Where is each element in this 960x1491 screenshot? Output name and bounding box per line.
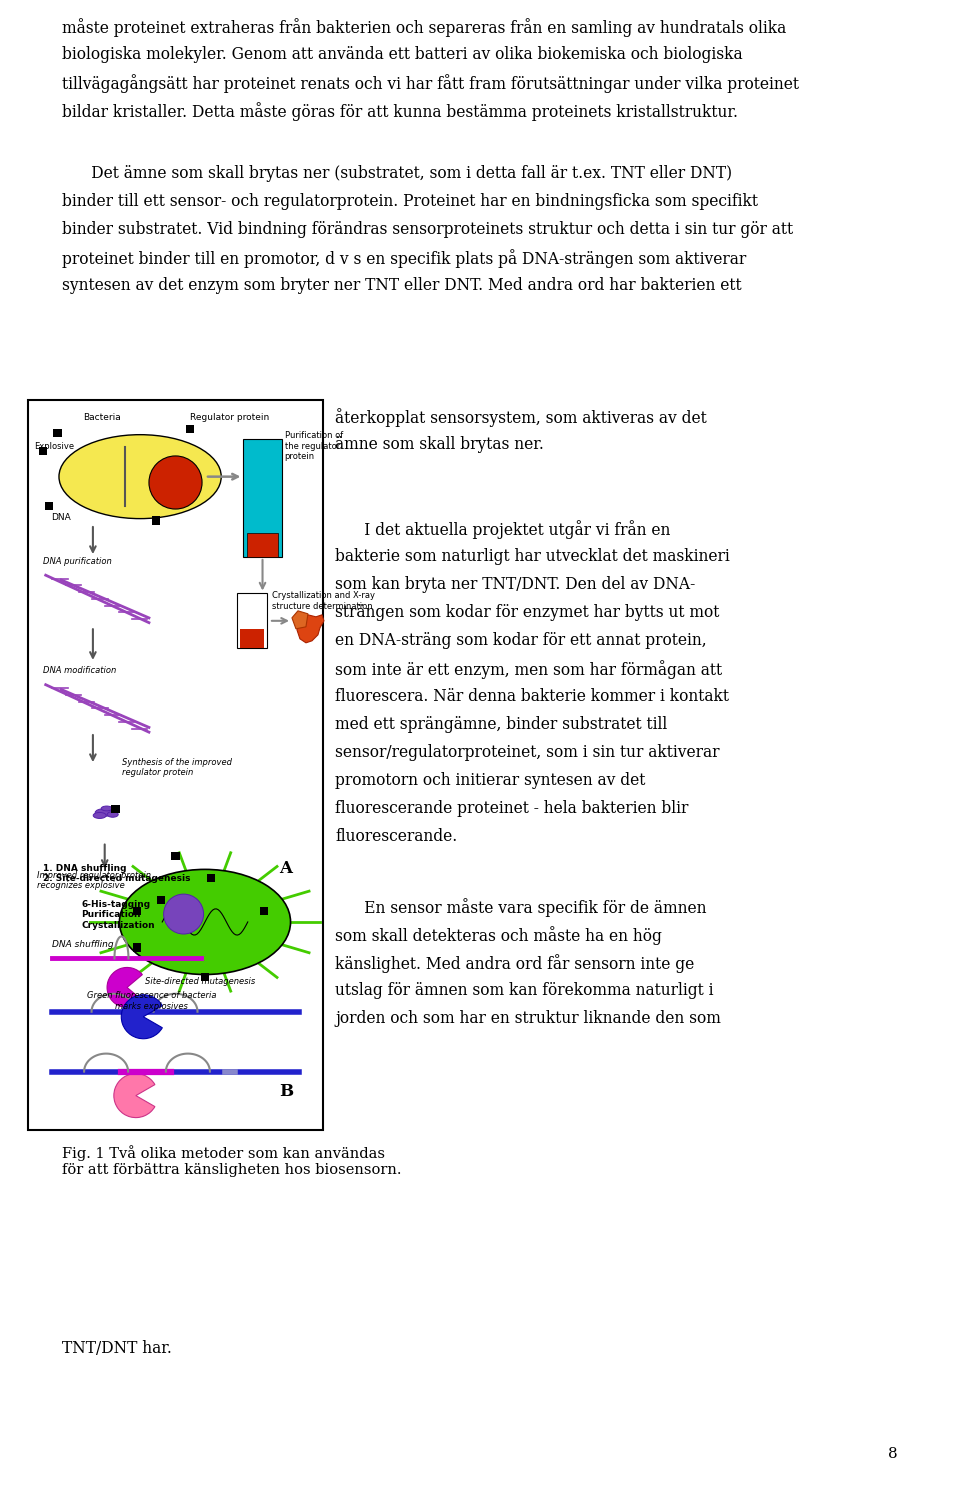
Bar [44,501,53,510]
Bar [172,853,180,860]
Circle shape [163,895,204,933]
Bar [153,516,160,525]
Text: Purification of
the regulator
protein: Purification of the regulator protein [285,431,343,461]
Text: DNA purification: DNA purification [43,558,111,567]
Text: biologiska molekyler. Genom att använda ett batteri av olika biokemiska och biol: biologiska molekyler. Genom att använda … [62,46,743,63]
Text: tillvägagångsätt har proteinet renats och vi har fått fram förutsättningar under: tillvägagångsätt har proteinet renats oc… [62,75,799,92]
Text: Improved regulator protein
recognizes explosive: Improved regulator protein recognizes ex… [36,871,151,890]
Text: ämne som skall brytas ner.: ämne som skall brytas ner. [335,435,544,453]
Bar [243,438,281,558]
Text: Explosive: Explosive [34,443,74,452]
Text: med ett sprängämne, binder substratet till: med ett sprängämne, binder substratet ti… [335,716,667,734]
Text: Bacteria: Bacteria [83,413,121,422]
Bar [260,907,268,915]
Text: fluorescerande proteinet - hela bakterien blir: fluorescerande proteinet - hela bakterie… [335,801,688,817]
Text: som inte är ett enzym, men som har förmågan att: som inte är ett enzym, men som har förmå… [335,661,722,678]
Text: A: A [278,860,292,877]
Text: En sensor måste vara specifik för de ämnen: En sensor måste vara specifik för de ämn… [335,898,707,917]
Text: strängen som kodar för enzymet har bytts ut mot: strängen som kodar för enzymet har bytts… [335,604,719,620]
Ellipse shape [108,811,118,817]
Text: 8: 8 [888,1446,898,1461]
Text: återkopplat sensorsystem, som aktiveras av det: återkopplat sensorsystem, som aktiveras … [335,409,707,426]
Bar [237,593,267,649]
Text: 1. DNA shuffling
2. Site-directed mutagenesis: 1. DNA shuffling 2. Site-directed mutage… [43,863,190,883]
Text: syntesen av det enzym som bryter ner TNT eller DNT. Med andra ord har bakterien : syntesen av det enzym som bryter ner TNT… [62,277,742,294]
Polygon shape [292,611,308,629]
Text: utslag för ämnen som kan förekomma naturligt i: utslag för ämnen som kan förekomma natur… [335,983,713,999]
Text: Green fluorescence of bacteria
marks explosives: Green fluorescence of bacteria marks exp… [87,992,217,1011]
Ellipse shape [119,869,291,975]
Bar [201,972,209,981]
Text: TNT/DNT har.: TNT/DNT har. [62,1340,172,1357]
Wedge shape [114,1074,155,1118]
Text: proteinet binder till en promotor, d v s en specifik plats på DNA-strängen som a: proteinet binder till en promotor, d v s… [62,249,746,268]
Bar [247,534,277,558]
Text: bildar kristaller. Detta måste göras för att kunna bestämma proteinets kristalls: bildar kristaller. Detta måste göras för… [62,101,738,121]
Text: DNA modification: DNA modification [43,666,116,675]
Text: Fig. 1 Två olika metoder som kan användas
för att förbättra känsligheten hos bio: Fig. 1 Två olika metoder som kan använda… [62,1145,401,1176]
Wedge shape [121,994,162,1039]
Polygon shape [297,614,324,643]
Bar [38,447,47,455]
Ellipse shape [95,808,114,816]
Text: promotorn och initierar syntesen av det: promotorn och initierar syntesen av det [335,772,645,789]
Text: DNA: DNA [52,513,71,522]
Bar [133,944,141,951]
Bar [240,629,264,649]
Text: som skall detekteras och måste ha en hög: som skall detekteras och måste ha en hög [335,926,661,945]
Text: Synthesis of the improved
regulator protein: Synthesis of the improved regulator prot… [123,757,232,777]
Text: Det ämne som skall brytas ner (substratet, som i detta fall är t.ex. TNT eller D: Det ämne som skall brytas ner (substrate… [62,166,732,182]
Ellipse shape [93,813,107,819]
Text: sensor/regulatorproteinet, som i sin tur aktiverar: sensor/regulatorproteinet, som i sin tur… [335,744,719,760]
Wedge shape [108,968,142,1008]
Text: som kan bryta ner TNT/DNT. Den del av DNA-: som kan bryta ner TNT/DNT. Den del av DN… [335,576,695,593]
Text: Crystallization and X-ray
structure determination: Crystallization and X-ray structure dete… [272,592,375,611]
Bar [110,805,120,814]
Circle shape [149,456,202,508]
Text: DNA shuffling: DNA shuffling [52,941,113,950]
Text: B: B [278,1082,293,1099]
Text: I det aktuella projektet utgår vi från en: I det aktuella projektet utgår vi från e… [335,520,670,538]
Text: känslighet. Med andra ord får sensorn inte ge: känslighet. Med andra ord får sensorn in… [335,954,694,974]
Text: fluorescerande.: fluorescerande. [335,828,457,845]
Text: en DNA-sträng som kodar för ett annat protein,: en DNA-sträng som kodar för ett annat pr… [335,632,707,649]
Text: Regulator protein: Regulator protein [190,413,270,422]
Text: måste proteinet extraheras från bakterien och separeras från en samling av hundr: måste proteinet extraheras från bakterie… [62,18,786,37]
Bar [206,874,215,883]
Bar [54,429,61,437]
Text: bakterie som naturligt har utvecklat det maskineri: bakterie som naturligt har utvecklat det… [335,549,730,565]
Bar [28,400,323,1130]
Text: 6-His-tagging
Purification
Crystallization: 6-His-tagging Purification Crystallizati… [81,901,155,930]
Ellipse shape [101,807,112,811]
Text: jorden och som har en struktur liknande den som: jorden och som har en struktur liknande … [335,1009,721,1027]
Bar [186,425,194,434]
Text: binder substratet. Vid bindning förändras sensorproteinets struktur och detta i : binder substratet. Vid bindning förändra… [62,221,793,239]
Text: fluorescera. När denna bakterie kommer i kontakt: fluorescera. När denna bakterie kommer i… [335,687,729,705]
Text: binder till ett sensor- och regulatorprotein. Proteinet har en bindningsficka so: binder till ett sensor- och regulatorpro… [62,192,758,210]
Ellipse shape [59,435,221,519]
Bar [133,907,141,915]
Bar [156,896,165,904]
Text: Site-directed mutagenesis: Site-directed mutagenesis [145,978,255,987]
